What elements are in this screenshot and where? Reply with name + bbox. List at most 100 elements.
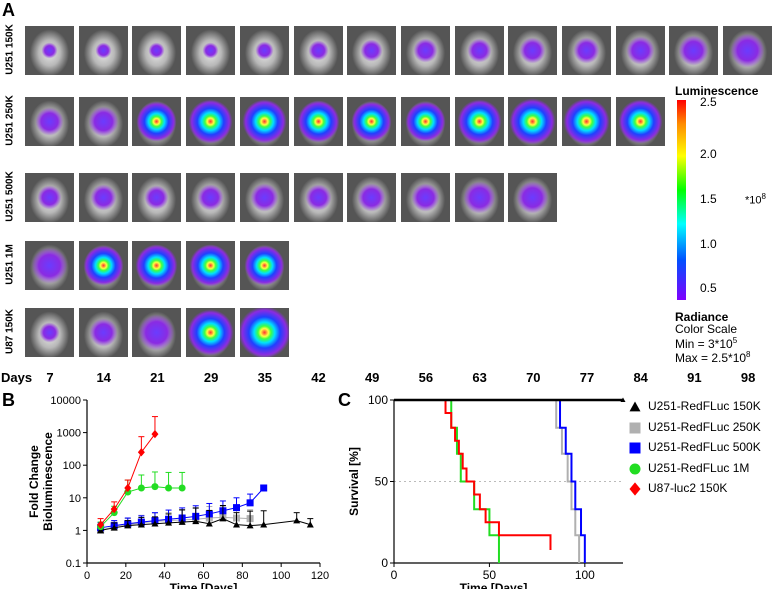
mouse-image <box>25 97 74 146</box>
panel-c-label: C <box>338 390 351 410</box>
panel-a-label: A <box>2 0 15 20</box>
data-point <box>629 482 641 496</box>
color-scale-label: Color Scale <box>675 322 738 336</box>
tick-label: 100 <box>63 460 81 472</box>
legend-label: U251-RedFLuc 250K <box>648 419 761 434</box>
row-label-3: U251 1M <box>4 244 16 285</box>
survival-curve <box>394 399 581 563</box>
legend-label: U87-luc2 150K <box>648 481 728 495</box>
colorbar-tick: 2.5 <box>700 95 717 109</box>
mouse-image <box>562 26 611 75</box>
mouse-image <box>239 173 289 222</box>
tick-label: 0 <box>84 570 90 582</box>
data-point <box>629 463 641 474</box>
legend-label: U251-RedFLuc 500K <box>648 440 761 454</box>
legend-label: U251-RedFLuc 150K <box>648 399 761 413</box>
legend-marker <box>629 442 641 454</box>
chart-bioluminescence: 0.1 1 10 100 1000 10000 0 20 40 60 80 100 120 Time [D… <box>27 395 329 589</box>
mouse-image <box>400 97 450 146</box>
radiance-label: Radiance <box>675 310 729 324</box>
tick-label: 1000 <box>57 428 81 440</box>
data-point <box>151 483 159 491</box>
mouse-image <box>508 26 558 75</box>
mouse-image <box>347 97 397 146</box>
min-label: Min = 3*105 <box>675 336 737 351</box>
data-point <box>233 504 241 512</box>
day-label: 21 <box>150 370 165 385</box>
data-point <box>137 521 145 528</box>
tick-label: 100 <box>272 570 290 582</box>
data-point <box>178 518 186 525</box>
mouse-image <box>347 26 397 75</box>
day-label: 63 <box>472 370 487 385</box>
day-label: 91 <box>687 370 702 385</box>
row-label-1: U251 250K <box>4 95 16 146</box>
data-point <box>192 517 200 525</box>
mouse-image <box>78 173 128 222</box>
legend-marker <box>629 482 641 496</box>
day-label: 70 <box>526 370 541 385</box>
survival-curve <box>394 399 552 550</box>
day-label: 14 <box>96 370 111 385</box>
day-label: 84 <box>633 370 648 385</box>
mouse-image <box>132 26 182 75</box>
tick-label: 0.1 <box>66 558 81 570</box>
day-label: 98 <box>740 370 756 385</box>
mouse-image <box>562 97 611 146</box>
x-axis-label: Time [Days] <box>460 581 528 589</box>
mouse-image <box>132 97 182 146</box>
row-label-4: U87 150K <box>4 308 16 355</box>
min-exp: 5 <box>732 336 738 345</box>
multiplier-exp: 8 <box>761 192 766 201</box>
max-text: Max = 2.5*10 <box>675 351 747 365</box>
mouse-image <box>293 97 343 146</box>
row-label-0: U251 150K <box>4 24 16 75</box>
survival-curve <box>394 399 586 563</box>
colorbar-tick: 1.5 <box>700 192 717 206</box>
mouse-image <box>723 26 773 75</box>
max-label: Max = 2.5*108 <box>675 350 751 365</box>
mouse-image <box>239 26 289 75</box>
mouse-image <box>78 241 128 290</box>
colorbar-tick: 2.0 <box>700 147 717 161</box>
series-line <box>100 433 156 525</box>
tick-label: 100 <box>368 393 388 407</box>
day-label: 77 <box>579 370 595 385</box>
data-point <box>260 484 268 492</box>
mouse-image <box>25 308 74 357</box>
data-point <box>137 484 145 492</box>
data-point <box>246 499 254 507</box>
mouse-image <box>454 173 504 222</box>
tick-label: 60 <box>197 570 209 582</box>
data-point <box>165 484 173 492</box>
mouse-image <box>400 173 450 222</box>
tick-label: 80 <box>236 570 248 582</box>
data-point <box>246 522 254 529</box>
min-text: Min = 3*10 <box>675 337 733 351</box>
mouse-image <box>186 173 236 222</box>
survival-curve <box>394 399 500 563</box>
data-point <box>629 401 641 412</box>
colorbar-tick: 0.5 <box>700 281 717 295</box>
row-label-2: U251 500K <box>4 171 16 222</box>
x-axis-label: Time [Days] <box>170 581 238 589</box>
data-point <box>151 429 159 439</box>
data-point <box>233 521 241 528</box>
mouse-image <box>239 308 289 357</box>
data-point <box>137 448 145 457</box>
max-exp: 8 <box>746 350 751 359</box>
mouse-image <box>508 97 558 146</box>
colorbar-gradient <box>677 100 686 300</box>
day-label: 56 <box>418 370 434 385</box>
mouse-image <box>347 173 397 222</box>
mouse-image <box>25 173 74 222</box>
mouse-image <box>615 97 665 146</box>
tick-label: 10 <box>69 493 81 505</box>
legend-marker <box>629 422 641 433</box>
y-axis-label: Survival [%] <box>347 447 361 516</box>
mouse-image <box>132 308 182 357</box>
mouse-image <box>454 97 504 146</box>
data-point <box>306 521 314 528</box>
mouse-image <box>508 173 558 222</box>
data-point <box>219 515 227 522</box>
